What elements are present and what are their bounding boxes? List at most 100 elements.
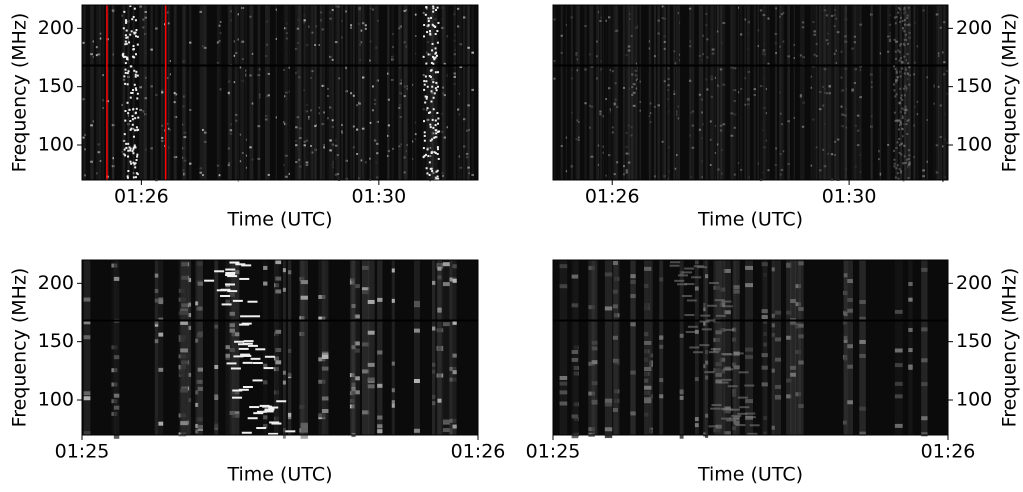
spectrogram-spot [195,338,199,343]
spectrogram-burst [431,170,434,173]
spectrogram-burst [269,421,280,424]
spectrogram-streak [703,260,707,435]
spectrogram-streak [467,5,470,180]
spectrogram-spot [284,91,288,94]
spectrogram-burst [204,279,215,282]
spectrogram-burst [268,432,279,435]
spectrogram-burst [436,175,439,178]
spectrogram-streak [605,5,607,180]
spectrogram-spot [462,16,466,19]
spectrogram-spot [275,37,277,40]
spectrogram-spot [853,41,856,44]
spectrogram-spot [225,356,230,361]
spectrogram-spot [403,95,406,98]
spectrogram-streak [899,5,902,180]
spectrogram-burst [423,139,426,142]
spectrogram-streak [275,5,277,180]
spectrogram-spot [846,279,853,284]
spectrogram-spot [446,126,448,129]
spectrogram-spot [887,35,890,38]
spectrogram-spot [229,129,233,132]
spectrogram-spot [225,353,230,358]
spectrogram-streak [657,5,660,180]
spectrogram-spot [422,108,425,111]
spectrogram-burst [423,83,426,86]
spectrogram-burst [432,108,435,111]
spectrogram-spot [715,362,722,367]
spectrogram-burst [435,51,438,54]
spectrogram-spot [403,171,406,174]
spectrogram-burst [124,109,127,112]
spectrogram-streak [782,5,785,180]
spectrogram-spot [127,108,129,111]
spectrogram-spot [762,14,766,17]
spectrogram-spot [843,335,848,340]
spectrogram-spot [298,165,302,168]
spectrogram-spot [723,409,731,414]
spectrogram-spot [588,305,595,310]
spectrogram-streak [560,5,563,180]
spectrogram-burst [436,146,439,149]
spectrogram-spot [457,7,460,10]
spectrogram-spot [599,113,602,116]
spectrogram-spot [616,29,619,32]
spectrogram-burst [709,351,720,354]
spectrogram-burst [232,396,243,399]
spectrogram-burst [234,340,245,343]
spectrogram-spot [622,86,625,89]
spectrogram-burst [426,148,429,151]
spectrogram-spot [559,381,568,386]
spectrogram-streak [887,5,890,180]
spectrogram-streak [315,5,317,180]
spectrogram-spot [946,92,948,95]
spectrogram-streak [437,260,442,435]
spectrogram-streak [830,5,834,180]
spectrogram-burst [434,47,437,50]
spectrogram-burst [263,367,274,370]
spectrogram-spot [361,127,365,130]
spectrogram-spot [154,288,159,293]
spectrogram-streak [453,5,456,180]
spectrogram-spot [218,24,221,27]
spectrogram-burst [131,150,134,153]
spectrogram-spot [830,153,834,156]
spectrogram-streak [608,5,611,180]
spectrogram-spot [392,147,394,150]
spectrogram-spot [888,38,892,41]
spectrogram-spot [315,148,317,151]
spectrogram-spot [678,21,681,24]
spectrogram-spot [627,161,631,164]
spectrogram-spot [822,104,825,107]
spectrogram-burst [134,111,137,114]
spectrogram-burst [129,119,132,122]
spectrogram-burst [133,144,136,147]
spectrogram-streak [174,5,178,180]
spectrogram-spot [471,88,475,91]
spectrogram-spot [429,146,432,149]
spectrogram-spot [331,58,334,61]
y-tick-label: 100 [956,134,992,156]
spectrogram-spot [625,169,629,172]
spectrogram-spot [452,353,457,358]
spectrogram-spot [249,146,252,149]
spectrogram-spot [553,60,556,63]
spectrogram-spot [801,21,805,24]
spectrogram-spot [197,281,203,286]
spectrogram-streak [377,260,383,435]
spectrogram-burst [905,109,908,112]
spectrogram-spot [369,121,372,124]
spectrogram-spot [767,62,770,65]
x-tick-label: 01:26 [114,186,169,208]
spectrogram-burst [897,119,900,122]
spectrogram-spot [675,110,678,113]
spectrogram-burst [437,21,440,24]
spectrogram-spot [341,20,343,23]
spectrogram-burst [436,30,439,33]
spectrogram-burst [426,31,429,34]
spectrogram-spot [112,157,114,160]
spectrogram-burst [432,62,435,65]
spectrogram-spot [659,277,664,282]
spectrogram-spot [367,362,375,367]
spectrogram-spot [745,347,754,352]
